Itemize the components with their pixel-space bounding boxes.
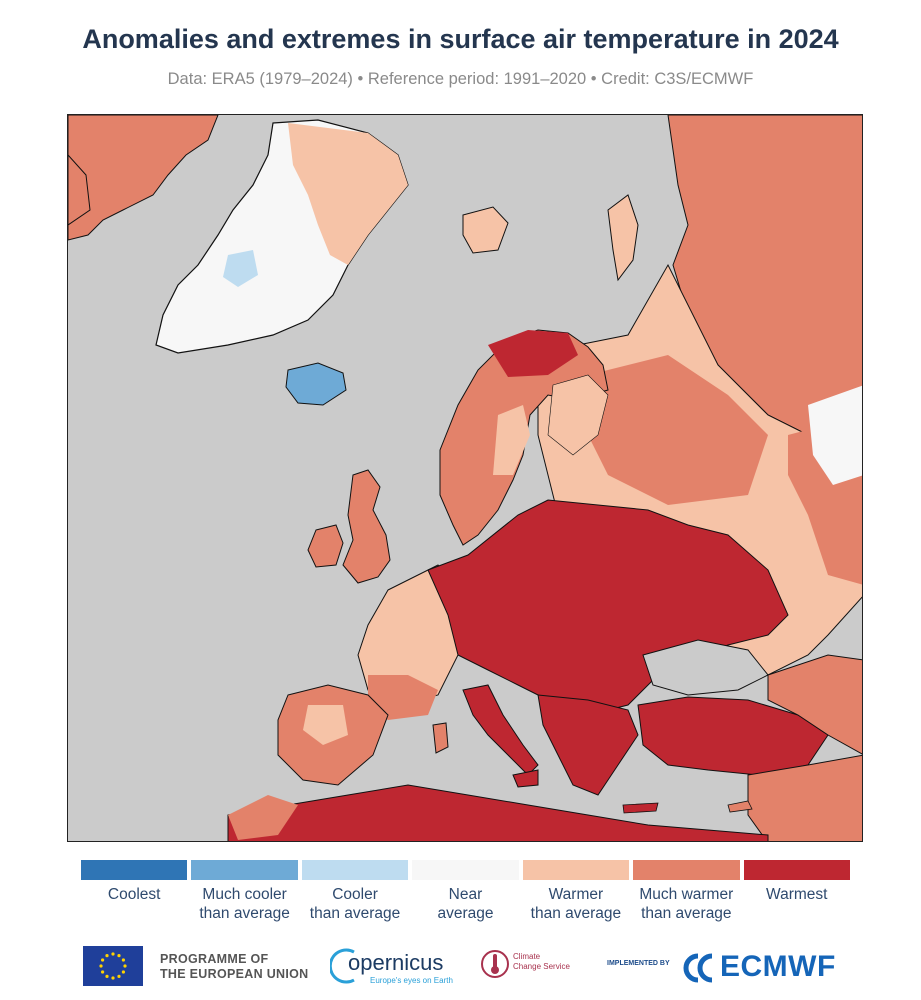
sardinia [432,722,449,754]
legend-label: Much cooler than average [191,885,297,923]
italy [462,684,539,776]
eu-programme-text: PROGRAMME OF THE EUROPEAN UNION [160,952,308,982]
greenland-cool-spot [223,250,258,287]
temperature-anomaly-map [67,114,863,842]
eu-star-icon [101,970,105,974]
central-europe [427,499,789,716]
kazakh-near-average [808,385,862,485]
eu-star-icon [121,958,125,962]
black-sea [642,639,769,696]
lapland-warmest [488,330,578,377]
footer-logos: PROGRAMME OF THE EUROPEAN UNION opernicu… [0,940,921,990]
legend-label-line2: than average [641,905,732,922]
eu-star-icon [105,954,109,958]
legend-label-line2: than average [530,905,622,922]
eu-flag-icon [83,946,143,986]
eu-star-icon [117,974,121,978]
legend-label-line1: Warmest [766,886,828,903]
legend-label-line1: Near [448,886,483,903]
ecmwf-swirl-icon [683,953,713,983]
crete [622,802,659,814]
balkans-greece [537,694,639,796]
france-benelux [357,564,464,706]
greenland-east-warm [288,123,408,265]
legend-label: Much warmer than average [633,885,739,923]
copernicus-name: opernicus [348,950,444,975]
ireland [307,524,344,568]
eu-star-icon [101,958,105,962]
legend-swatch [633,860,740,880]
legend-swatches [81,860,850,880]
implemented-by-label: IMPLEMENTED BY [607,960,670,967]
legend-label-line2: than average [199,905,290,922]
cyprus [727,800,753,813]
legend-label: Warmest [744,885,850,923]
novaya-zemlya [607,194,639,282]
legend-label: Coolest [81,885,187,923]
ecmwf-logo: ECMWF [678,946,848,986]
legend-label: Warmer than average [523,885,629,923]
map-subtitle: Data: ERA5 (1979–2024) • Reference perio… [167,70,754,88]
legend-swatch [522,860,630,880]
map-title: Anomalies and extremes in surface air te… [82,24,839,54]
copernicus-tagline: Europe's eyes on Earth [370,976,453,985]
sicily [512,769,539,788]
legend-swatch [743,860,850,880]
eu-text-line2: THE EUROPEAN UNION [160,967,309,981]
eu-star-icon [121,970,125,974]
legend-swatch [412,860,519,880]
arctic-canada-west [68,154,91,226]
eu-text-line1: PROGRAMME OF [160,952,269,966]
eu-star-icon [99,964,103,968]
middle-east [747,754,862,841]
eu-star-icon [111,976,115,980]
ecmwf-name: ECMWF [720,950,836,983]
legend: Coolest Much cooler than average Cooler than… [81,860,850,923]
svalbard [462,206,509,254]
legend-label: Near average [412,885,518,923]
eu-star-icon [123,964,127,968]
c3s-line1: Climate [513,952,541,961]
eu-star-icon [117,954,121,958]
north-africa [227,784,769,841]
great-britain [342,469,391,584]
legend-label-line2: average [437,905,494,922]
legend-label-line1: Coolest [107,886,161,903]
caucasus [767,654,862,755]
legend-swatch [301,860,409,880]
copernicus-c-icon [330,948,355,984]
legend-label-line1: Cooler [332,886,378,903]
copernicus-logo: opernicus Europe's eyes on Earth [330,944,455,988]
thermometer-icon [481,950,509,978]
finland [547,374,609,456]
legend-label-line1: Much cooler [202,886,287,903]
legend-swatch [191,860,298,880]
eu-star-icon [105,974,109,978]
legend-label-line2: than average [309,905,401,922]
arctic-canada-region [68,115,219,241]
c3s-line2: Change Service [513,962,570,971]
legend-label: Cooler than average [302,885,408,923]
russia-warmer-band [578,355,768,505]
c3s-logo: Climate Change Service [480,942,590,986]
legend-swatch [81,860,188,880]
legend-label-line1: Warmer [548,886,604,903]
iberia-warmer-patch [303,705,348,745]
france-south [368,675,438,720]
eu-star-icon [111,952,115,956]
legend-labels: Coolest Much cooler than average Cooler than… [81,885,850,923]
iceland [285,362,347,406]
sweden-warmer [493,405,530,475]
c3s-text: Climate Change Service [513,952,570,972]
legend-label-line1: Much warmer [639,886,734,903]
morocco-coast [228,795,298,840]
